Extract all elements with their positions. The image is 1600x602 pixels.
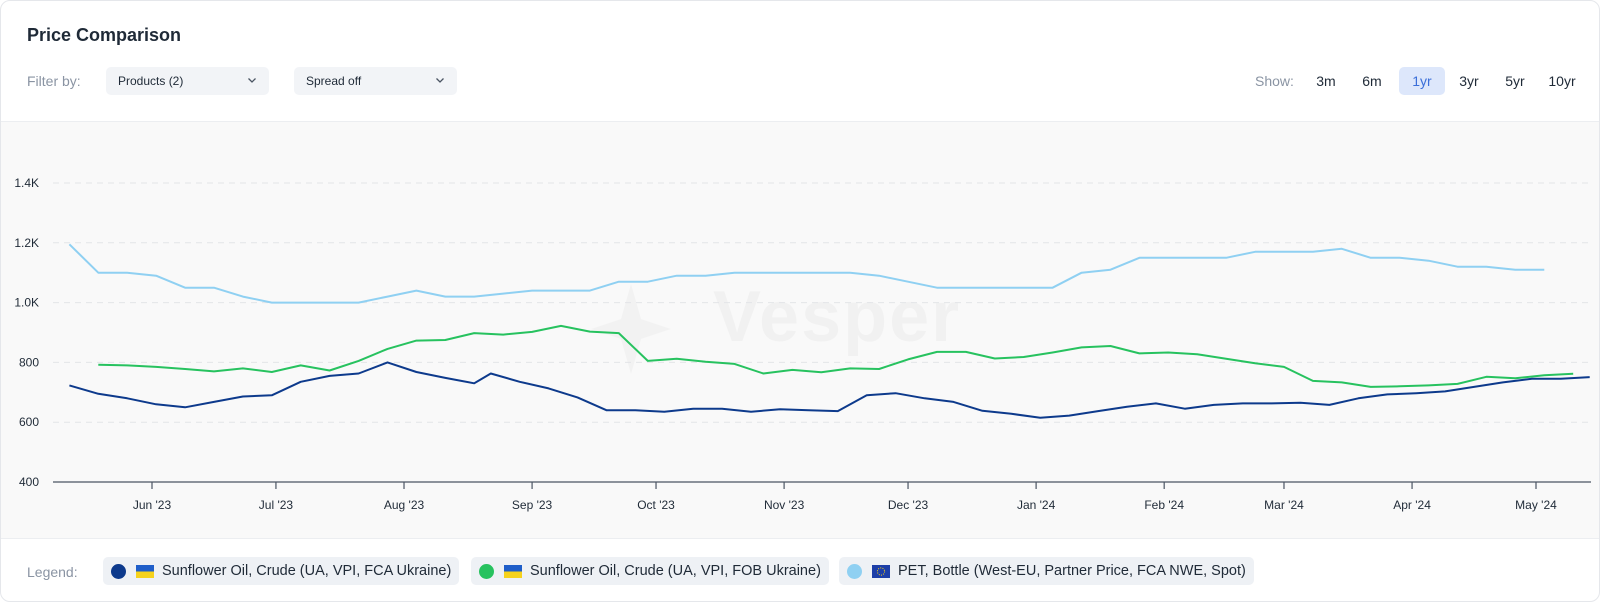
x-axis: Jun '23 Jul '23 Aug '23 Sep '23 Oct '23 Nov '… [53,481,1591,512]
x-tick-label: May '24 [1515,498,1557,512]
card-title: Price Comparison [27,25,182,45]
eu-flag-icon [872,564,890,578]
chevron-down-icon [248,78,256,83]
x-tick-label: Sep '23 [512,498,553,512]
x-tick-label: Mar '24 [1264,498,1304,512]
y-tick-label: 1.4K [14,176,39,190]
show-label: Show: [1255,73,1294,89]
legend-item-label: Sunflower Oil, Crude (UA, VPI, FCA Ukrai… [162,563,452,579]
legend-item-fob-ukraine[interactable]: Sunflower Oil, Crude (UA, VPI, FOB Ukrai… [471,557,829,585]
range-3yr-button[interactable]: 3yr [1459,73,1479,89]
legend-label: Legend: [27,564,78,580]
legend-item-pet-bottle[interactable]: PET, Bottle (West-EU, Partner Price, FCA… [839,557,1254,585]
y-tick-label: 600 [19,415,39,429]
x-tick-label: Aug '23 [384,498,425,512]
legend-item-label: PET, Bottle (West-EU, Partner Price, FCA… [898,563,1246,579]
x-tick-label: Dec '23 [888,498,929,512]
legend-item-fca-ukraine[interactable]: Sunflower Oil, Crude (UA, VPI, FCA Ukrai… [103,557,460,585]
x-tick-label: Feb '24 [1144,498,1184,512]
legend-item-label: Sunflower Oil, Crude (UA, VPI, FOB Ukrai… [530,563,821,579]
series-dot-icon [847,563,862,579]
y-tick-label: 400 [19,475,39,489]
range-3m-button[interactable]: 3m [1316,73,1336,89]
y-axis: 400 600 800 1.0K 1.2K 1.4K [14,176,39,489]
series-dot-icon [479,563,494,579]
ukraine-flag-icon [504,564,522,578]
x-tick-label: Nov '23 [764,498,805,512]
spread-dropdown-value: Spread off [306,74,362,88]
x-tick-label: Jan '24 [1017,498,1056,512]
x-tick-label: Apr '24 [1393,498,1431,512]
spread-dropdown[interactable]: Spread off [294,67,457,95]
x-tick-label: Jul '23 [259,498,294,512]
x-tick-label: Jun '23 [133,498,172,512]
x-tick-label: Oct '23 [637,498,675,512]
range-10yr-button[interactable]: 10yr [1548,73,1576,89]
series-dot-icon [111,563,126,579]
y-tick-label: 1.2K [14,236,39,250]
y-tick-label: 1.0K [14,296,39,310]
series-line-3 [68,243,1545,304]
series-line-2 [98,324,1574,388]
series-lines [68,243,1590,419]
range-5yr-button[interactable]: 5yr [1505,73,1525,89]
ukraine-flag-icon [136,564,154,578]
chart-area [1,121,1599,539]
products-dropdown[interactable]: Products (2) [106,67,269,95]
series-line-1 [69,361,1590,419]
range-6m-button[interactable]: 6m [1362,73,1382,89]
range-1yr-button[interactable]: 1yr [1399,67,1445,95]
y-tick-label: 800 [19,355,39,369]
filter-label: Filter by: [27,73,81,89]
products-dropdown-value: Products (2) [118,74,184,88]
chevron-down-icon [436,78,444,83]
price-line-chart: 400 600 800 1.0K 1.2K 1.4K Jun '23 Jul '23 Aug … [14,176,1591,512]
